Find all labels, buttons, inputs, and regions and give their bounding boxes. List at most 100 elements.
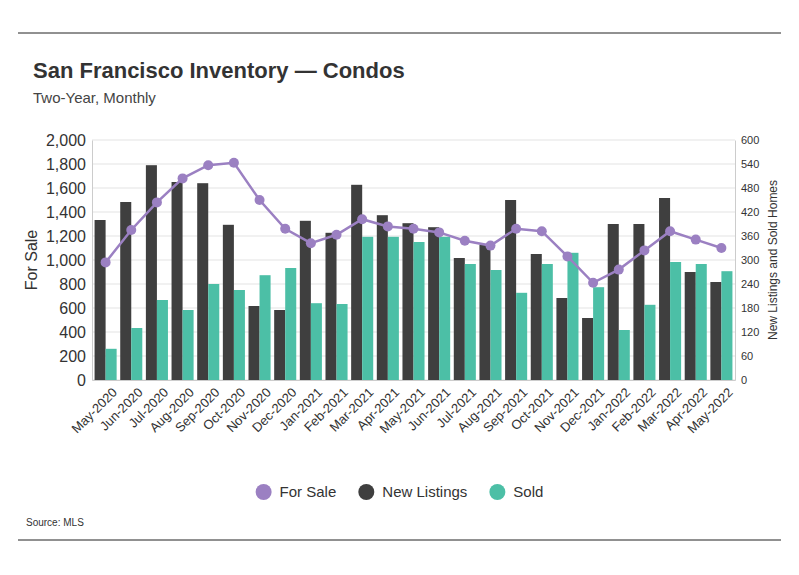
bar [172, 182, 183, 380]
marker [178, 173, 188, 183]
marker [409, 224, 419, 234]
marker [126, 225, 136, 235]
bar [388, 237, 399, 380]
y2-axis-title: New Listings and Sold Homes [766, 180, 780, 340]
grid-line [92, 140, 735, 141]
bar [479, 245, 490, 380]
y2-axis: 060120180240300360420480540600 [735, 134, 759, 386]
bar [439, 237, 450, 380]
marker [562, 251, 572, 261]
bar [337, 304, 348, 380]
y2-tick: 0 [735, 374, 747, 386]
y-tick-label: 2,000 [46, 132, 86, 149]
marker [255, 195, 265, 205]
bar [619, 330, 630, 380]
marker [511, 224, 521, 234]
plot-area [95, 158, 733, 380]
bar [516, 293, 527, 380]
marker [537, 226, 547, 236]
y2-tick: 540 [735, 158, 759, 170]
bottom-rule [18, 540, 781, 541]
bar [325, 233, 336, 380]
bar [95, 220, 106, 380]
y-tick-label: 1,200 [46, 228, 86, 245]
bar [608, 224, 619, 380]
y2-tick-label: 60 [741, 350, 753, 362]
y2-tick: 300 [735, 254, 759, 266]
y2-tick: 120 [735, 326, 759, 338]
title: San Francisco Inventory — Condos [33, 58, 405, 83]
y2-tick-label: 0 [741, 374, 747, 386]
bar [157, 300, 168, 380]
legend-item: Sold [489, 483, 543, 500]
legend: For Sale New Listings Sold [256, 483, 544, 500]
bar [670, 262, 681, 380]
y-tick-label: 1,600 [46, 180, 86, 197]
chart-container: San Francisco Inventory — CondosTwo-Year… [0, 0, 799, 575]
bar [260, 275, 271, 380]
bar [274, 310, 285, 380]
grid-line [92, 188, 735, 189]
y2-tick: 420 [735, 206, 759, 218]
y2-tick: 240 [735, 278, 759, 290]
legend-swatch [358, 484, 374, 500]
bar [351, 185, 362, 380]
bar [721, 271, 732, 380]
x-axis: May-2020Jun-2020Jul-2020Aug-2020Sep-2020… [68, 380, 735, 436]
top-rule [18, 33, 781, 34]
x-tick-label: May-2022 [684, 385, 735, 436]
y-tick: 0 [77, 372, 92, 389]
y-axis-title: For Sale [23, 230, 40, 291]
marker [101, 257, 111, 267]
y-tick: 600 [59, 300, 92, 317]
y2-tick-label: 540 [741, 158, 759, 170]
bar [428, 227, 439, 380]
legend-label: New Listings [382, 483, 467, 500]
y-tick: 400 [59, 324, 92, 341]
y2-tick-label: 480 [741, 182, 759, 194]
marker [614, 265, 624, 275]
y-tick-label: 600 [59, 300, 86, 317]
bar-series [106, 237, 733, 380]
y-tick: 1,800 [46, 156, 92, 173]
marker [716, 243, 726, 253]
bar [131, 328, 142, 380]
marker [357, 214, 367, 224]
y2-tick-label: 300 [741, 254, 759, 266]
y2-tick: 480 [735, 182, 759, 194]
bar [685, 272, 696, 380]
y-tick: 200 [59, 348, 92, 365]
y2-tick-label: 120 [741, 326, 759, 338]
grid-line [92, 212, 735, 213]
chart: San Francisco Inventory — CondosTwo-Year… [0, 0, 799, 575]
marker [639, 245, 649, 255]
bar [183, 310, 194, 380]
marker [306, 238, 316, 248]
bar [710, 282, 721, 380]
source: Source: MLS [26, 517, 84, 528]
y2-tick-label: 240 [741, 278, 759, 290]
y2-tick-label: 420 [741, 206, 759, 218]
marker [383, 221, 393, 231]
bar [249, 306, 260, 380]
marker [485, 241, 495, 251]
y2-tick: 600 [735, 134, 759, 146]
y-tick-label: 0 [77, 372, 86, 389]
marker [588, 278, 598, 288]
legend-label: For Sale [280, 483, 337, 500]
marker [203, 160, 213, 170]
y2-axis-line [735, 141, 736, 381]
y-tick: 2,000 [46, 132, 92, 149]
bar [593, 287, 604, 380]
bar [556, 298, 567, 380]
y-tick-label: 1,400 [46, 204, 86, 221]
bar [146, 165, 157, 380]
y-axis: 02004006008001,0001,2001,4001,6001,8002,… [46, 132, 93, 389]
marker [280, 224, 290, 234]
bar [197, 183, 208, 380]
y2-tick-label: 180 [741, 302, 759, 314]
marker [229, 158, 239, 168]
legend-item: New Listings [358, 483, 467, 500]
bar [402, 223, 413, 380]
bar [567, 253, 578, 380]
